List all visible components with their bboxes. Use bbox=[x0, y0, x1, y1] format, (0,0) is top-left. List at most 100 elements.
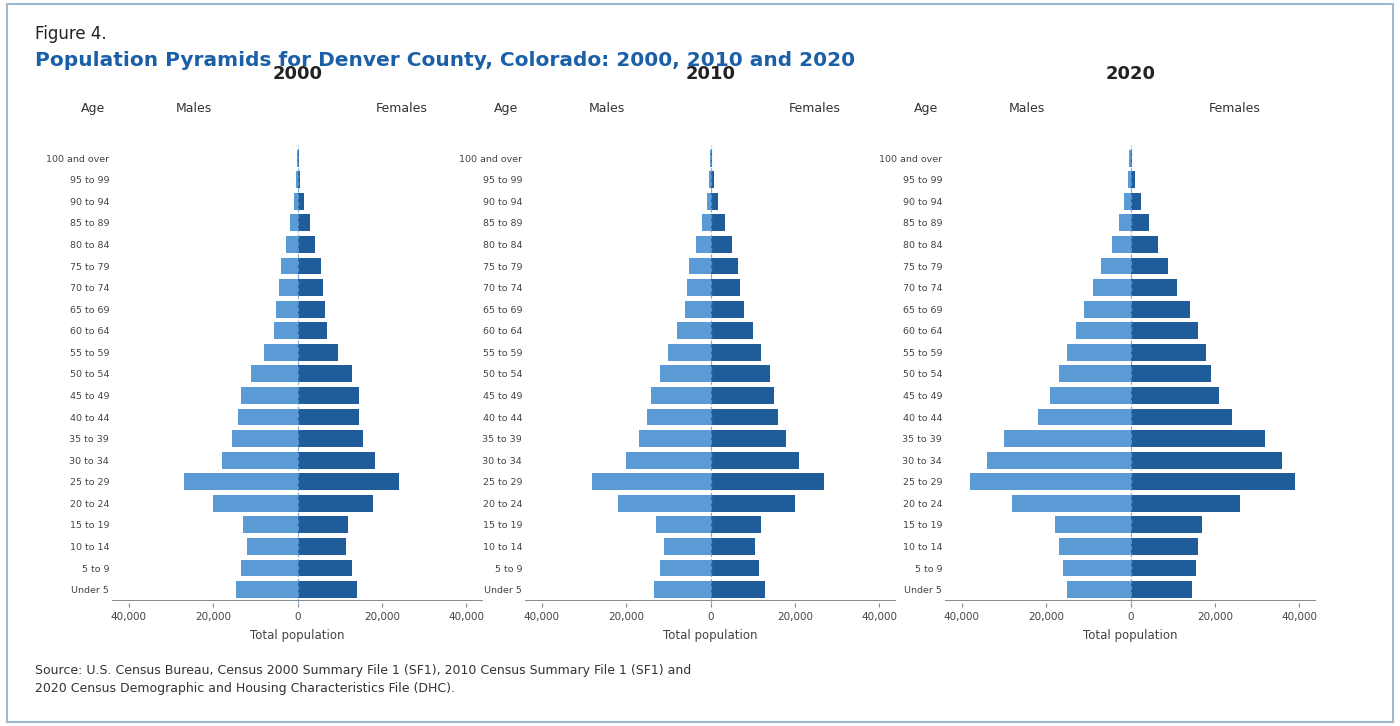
Bar bbox=[651, 387, 710, 404]
Bar bbox=[1131, 150, 1133, 166]
Bar bbox=[297, 301, 325, 317]
Bar bbox=[659, 560, 710, 576]
Bar bbox=[710, 365, 770, 383]
Bar bbox=[1092, 280, 1131, 296]
Bar bbox=[1131, 560, 1196, 576]
Text: 2010: 2010 bbox=[686, 65, 735, 83]
Bar bbox=[687, 280, 710, 296]
Bar bbox=[297, 495, 374, 512]
Bar bbox=[664, 538, 710, 555]
Text: Age: Age bbox=[81, 102, 105, 115]
Bar bbox=[710, 214, 725, 232]
Bar bbox=[297, 150, 300, 166]
Bar bbox=[241, 387, 297, 404]
Bar bbox=[617, 495, 710, 512]
Bar bbox=[1131, 538, 1198, 555]
Bar bbox=[1131, 473, 1295, 490]
Bar bbox=[183, 473, 297, 490]
Bar bbox=[1131, 280, 1177, 296]
Bar bbox=[710, 150, 713, 166]
Bar bbox=[1131, 365, 1211, 383]
X-axis label: Total population: Total population bbox=[664, 629, 757, 642]
Bar bbox=[1037, 409, 1131, 425]
Bar bbox=[1131, 171, 1135, 188]
Bar bbox=[276, 301, 297, 317]
Bar bbox=[1131, 431, 1266, 447]
Bar bbox=[710, 560, 759, 576]
Bar bbox=[1131, 344, 1207, 361]
Bar bbox=[297, 409, 358, 425]
Text: Population Pyramids for Denver County, Colorado: 2000, 2010 and 2020: Population Pyramids for Denver County, C… bbox=[35, 51, 855, 70]
Bar bbox=[710, 171, 714, 188]
Bar bbox=[1131, 258, 1169, 274]
Bar bbox=[1131, 214, 1149, 232]
Bar bbox=[685, 301, 710, 317]
Bar bbox=[274, 322, 297, 339]
Bar bbox=[710, 236, 732, 253]
Bar bbox=[1131, 322, 1198, 339]
Bar bbox=[710, 452, 799, 468]
X-axis label: Total population: Total population bbox=[251, 629, 344, 642]
Bar bbox=[297, 516, 349, 534]
Bar bbox=[1067, 582, 1131, 598]
Bar bbox=[710, 258, 738, 274]
Bar bbox=[1131, 236, 1158, 253]
Bar bbox=[297, 365, 353, 383]
Bar bbox=[696, 236, 710, 253]
Bar bbox=[1131, 495, 1240, 512]
Bar bbox=[970, 473, 1131, 490]
Bar bbox=[710, 538, 755, 555]
X-axis label: Total population: Total population bbox=[1084, 629, 1177, 642]
Bar bbox=[251, 365, 297, 383]
Bar bbox=[1012, 495, 1131, 512]
Text: 2020: 2020 bbox=[1106, 65, 1155, 83]
Bar bbox=[710, 409, 778, 425]
Bar bbox=[297, 171, 301, 188]
Bar bbox=[1058, 365, 1131, 383]
Bar bbox=[297, 452, 375, 468]
Text: Figure 4.: Figure 4. bbox=[35, 25, 106, 44]
Bar bbox=[297, 582, 357, 598]
Bar bbox=[1131, 582, 1191, 598]
Bar bbox=[286, 236, 297, 253]
Bar bbox=[647, 409, 710, 425]
Text: Males: Males bbox=[1008, 102, 1044, 115]
Bar bbox=[1131, 452, 1282, 468]
Bar bbox=[655, 516, 710, 534]
Bar bbox=[297, 387, 358, 404]
Bar bbox=[1084, 301, 1131, 317]
Bar bbox=[297, 280, 323, 296]
Bar bbox=[297, 431, 363, 447]
Bar bbox=[297, 322, 328, 339]
Text: Females: Females bbox=[375, 102, 427, 115]
Bar bbox=[232, 431, 297, 447]
Bar bbox=[263, 344, 297, 361]
Bar bbox=[710, 582, 766, 598]
Bar bbox=[710, 280, 741, 296]
Bar bbox=[1131, 409, 1232, 425]
Bar bbox=[290, 214, 297, 232]
Bar bbox=[1131, 301, 1190, 317]
Text: Source: U.S. Census Bureau, Census 2000 Summary File 1 (SF1), 2010 Census Summar: Source: U.S. Census Bureau, Census 2000 … bbox=[35, 664, 692, 696]
Bar bbox=[626, 452, 710, 468]
Bar bbox=[708, 171, 710, 188]
Bar bbox=[710, 473, 825, 490]
Bar bbox=[213, 495, 297, 512]
Bar bbox=[710, 431, 787, 447]
Bar bbox=[701, 214, 710, 232]
Bar bbox=[1067, 344, 1131, 361]
Bar bbox=[710, 387, 774, 404]
Bar bbox=[676, 322, 710, 339]
Bar bbox=[1131, 193, 1141, 210]
Bar bbox=[1058, 538, 1131, 555]
Bar bbox=[246, 538, 297, 555]
Text: Females: Females bbox=[1208, 102, 1260, 115]
Bar bbox=[654, 582, 710, 598]
Bar bbox=[297, 236, 315, 253]
Bar bbox=[1050, 387, 1131, 404]
Bar bbox=[710, 344, 762, 361]
Bar bbox=[1075, 322, 1131, 339]
Text: Females: Females bbox=[788, 102, 840, 115]
Bar bbox=[659, 365, 710, 383]
Bar bbox=[689, 258, 710, 274]
